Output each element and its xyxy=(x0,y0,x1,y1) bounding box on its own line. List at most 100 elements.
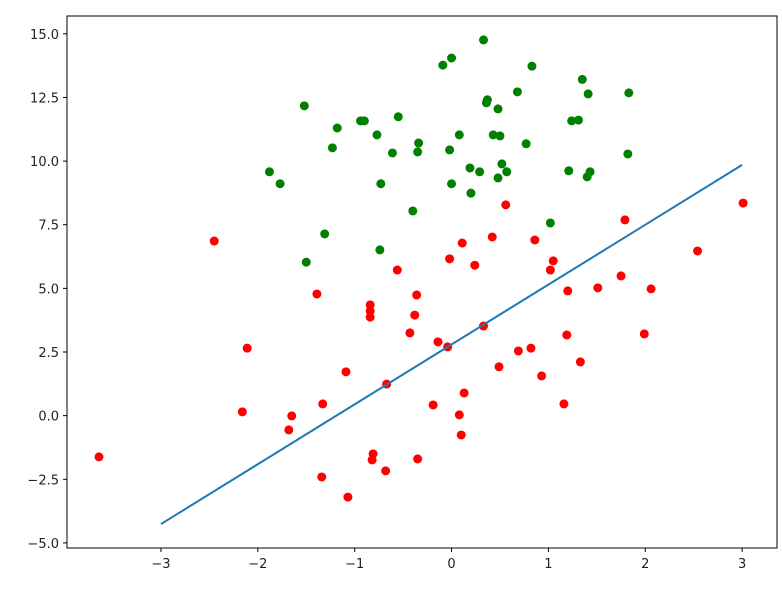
point xyxy=(583,89,593,99)
point xyxy=(454,410,464,420)
y-tick-label: 12.5 xyxy=(30,91,59,106)
point xyxy=(502,167,512,177)
point xyxy=(567,116,577,126)
point xyxy=(275,179,285,189)
point xyxy=(530,235,540,245)
point xyxy=(466,188,476,198)
point xyxy=(573,115,583,125)
point xyxy=(495,131,505,141)
point xyxy=(414,138,424,148)
point xyxy=(693,246,703,256)
point xyxy=(343,492,353,502)
point xyxy=(242,343,252,353)
point xyxy=(359,116,369,126)
point xyxy=(564,166,574,176)
point xyxy=(513,346,523,356)
point xyxy=(623,149,633,159)
point xyxy=(320,229,330,239)
point xyxy=(428,400,438,410)
point xyxy=(312,289,322,299)
axes-frame xyxy=(66,15,778,549)
point xyxy=(624,88,634,98)
point xyxy=(94,452,104,462)
point xyxy=(454,130,464,140)
point xyxy=(545,218,555,228)
point xyxy=(616,271,626,281)
point xyxy=(493,104,503,114)
point xyxy=(475,167,485,177)
x-tick-label: −3 xyxy=(151,557,170,572)
point xyxy=(545,265,555,275)
point xyxy=(521,139,531,149)
point xyxy=(487,232,497,242)
point xyxy=(408,206,418,216)
point xyxy=(372,130,382,140)
x-tick-label: −2 xyxy=(248,557,267,572)
point xyxy=(526,343,536,353)
point xyxy=(413,147,423,157)
point xyxy=(646,284,656,294)
point xyxy=(393,112,403,122)
point xyxy=(264,167,274,177)
point xyxy=(447,179,457,189)
point xyxy=(327,143,337,153)
point xyxy=(457,238,467,248)
point xyxy=(501,200,511,210)
y-tick-label: 5.0 xyxy=(38,282,59,297)
x-tick-label: 2 xyxy=(641,557,649,572)
point xyxy=(470,260,480,270)
point xyxy=(563,286,573,296)
point xyxy=(287,411,297,421)
point xyxy=(575,357,585,367)
point xyxy=(438,60,448,70)
x-tick-label: −1 xyxy=(345,557,364,572)
point xyxy=(582,172,592,182)
point xyxy=(365,312,375,322)
point xyxy=(537,371,547,381)
point xyxy=(445,145,455,155)
point xyxy=(456,430,466,440)
point xyxy=(738,198,748,208)
y-tick-label: 2.5 xyxy=(38,346,59,361)
point xyxy=(593,283,603,293)
y-tick-label: −5.0 xyxy=(27,537,59,552)
point xyxy=(376,179,386,189)
point xyxy=(284,425,294,435)
x-tick-label: 1 xyxy=(544,557,552,572)
point xyxy=(387,148,397,158)
point xyxy=(445,254,455,264)
y-tick-label: 10.0 xyxy=(30,155,59,170)
point xyxy=(237,407,247,417)
point xyxy=(209,236,219,246)
point xyxy=(412,290,422,300)
point xyxy=(410,310,420,320)
y-tick-label: −2.5 xyxy=(27,473,59,488)
point xyxy=(405,328,415,338)
point xyxy=(488,130,498,140)
point xyxy=(447,53,457,63)
point xyxy=(559,399,569,409)
point xyxy=(375,245,385,255)
point xyxy=(493,173,503,183)
point xyxy=(512,87,522,97)
point xyxy=(639,329,649,339)
point xyxy=(341,367,351,377)
point xyxy=(527,61,537,71)
point xyxy=(301,257,311,267)
point xyxy=(381,466,391,476)
x-tick-label: 3 xyxy=(738,557,746,572)
point xyxy=(479,35,489,45)
y-tick-label: 7.5 xyxy=(38,219,59,234)
point xyxy=(332,123,342,133)
point xyxy=(318,399,328,409)
y-tick-label: 15.0 xyxy=(30,28,59,43)
point xyxy=(577,74,587,84)
point xyxy=(299,101,309,111)
point xyxy=(465,163,475,173)
point xyxy=(548,256,558,266)
point xyxy=(433,337,443,347)
point xyxy=(481,98,491,108)
y-tick-label: 0.0 xyxy=(38,410,59,425)
